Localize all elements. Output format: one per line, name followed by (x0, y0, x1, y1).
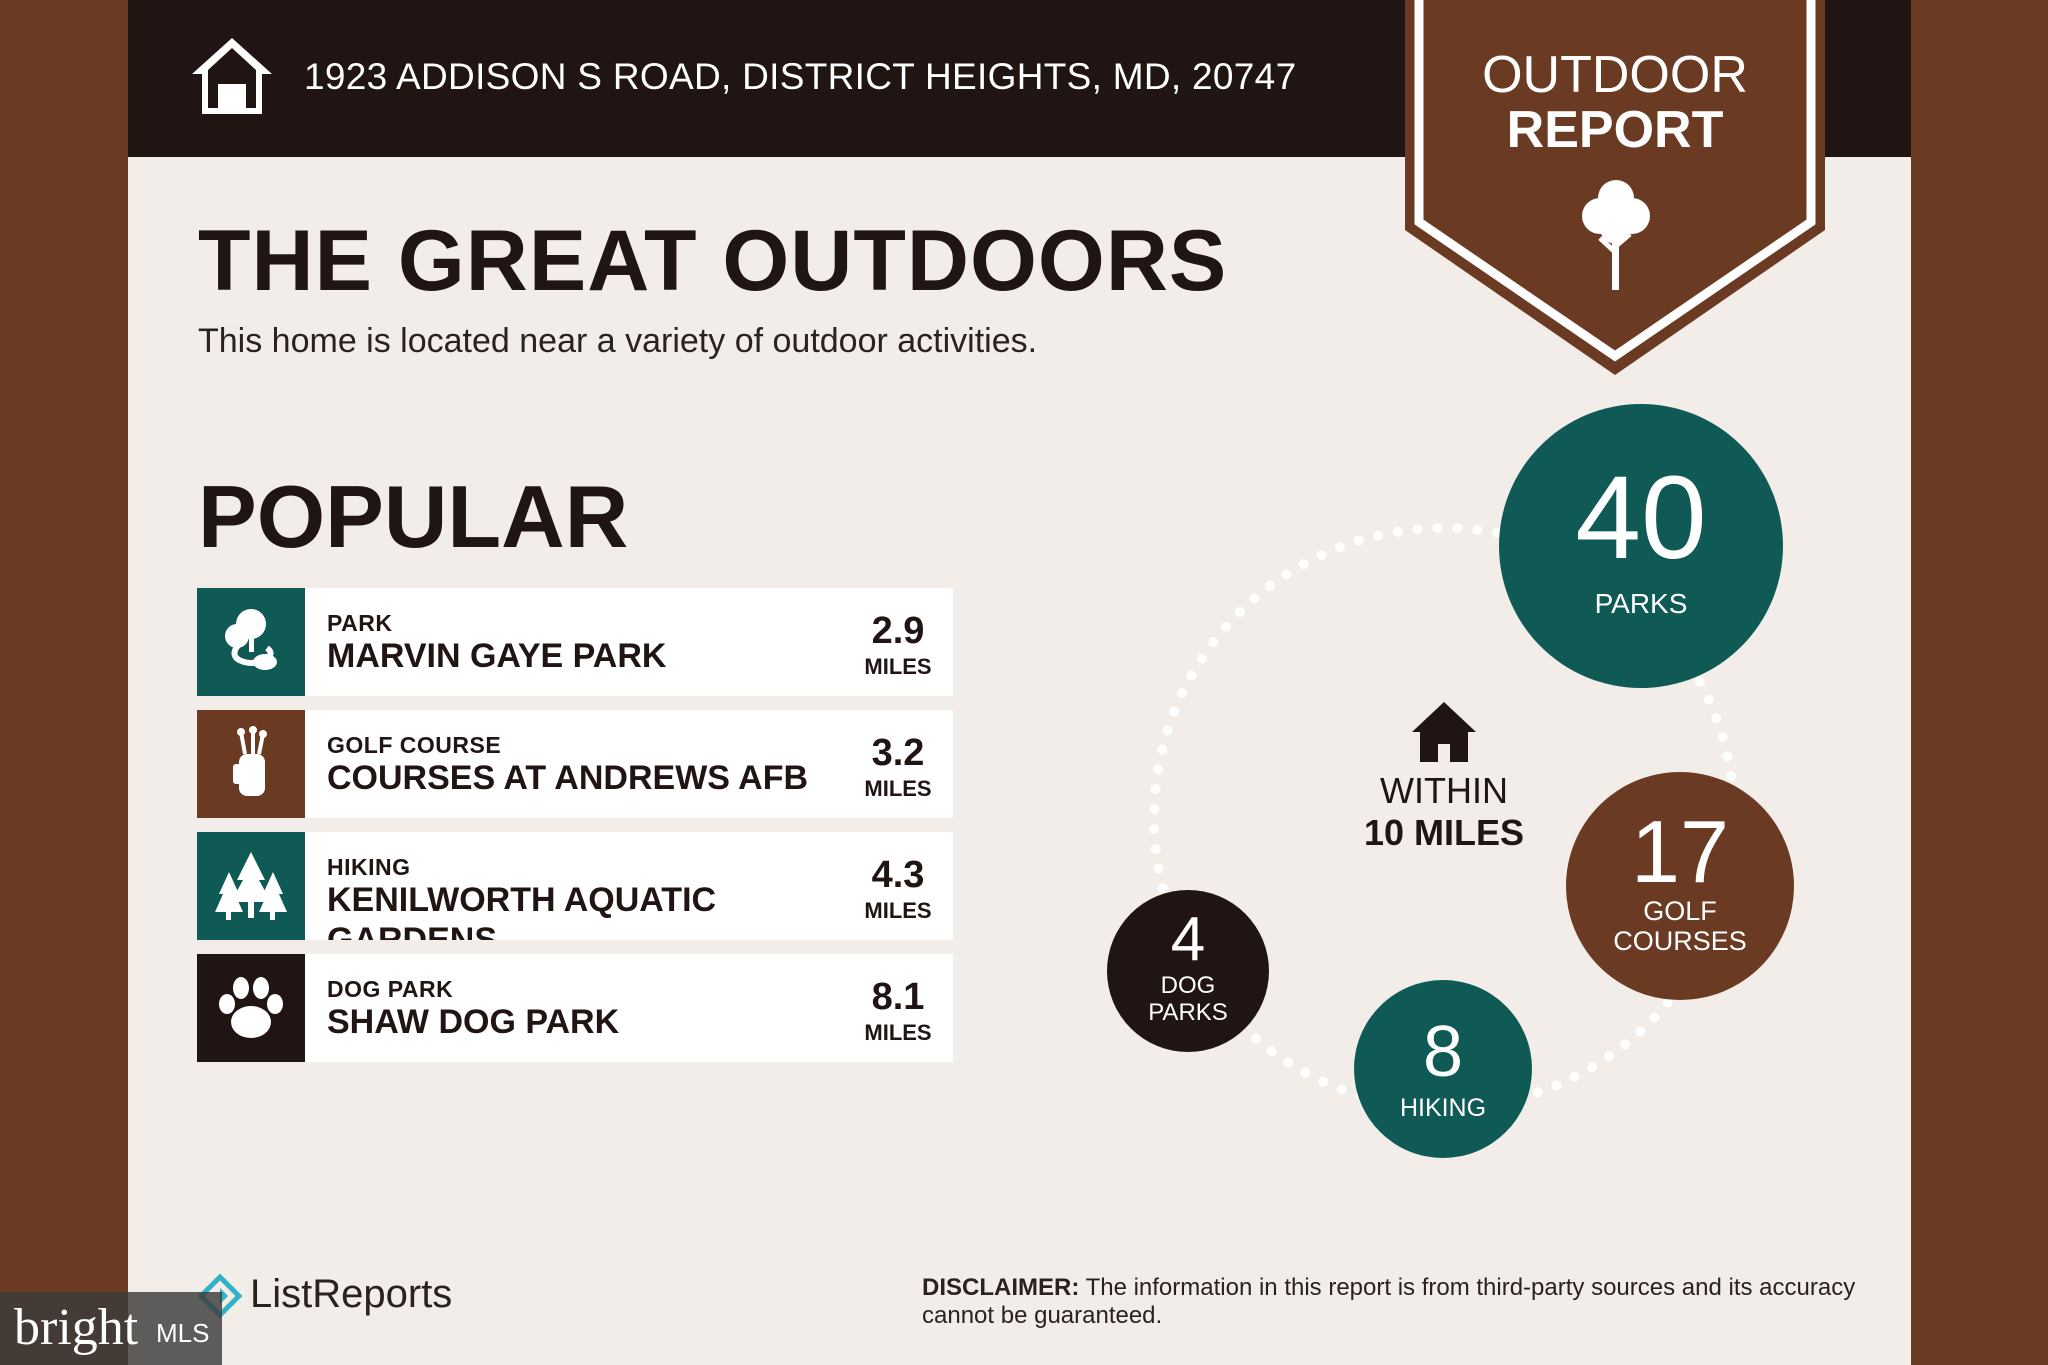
item-distance: 4.3 (871, 854, 925, 896)
parks-count: 40 (1575, 452, 1707, 584)
list-item: PARK MARVIN GAYE PARK 2.9 MILES (197, 588, 953, 696)
page-subtitle: This home is located near a variety of o… (198, 322, 1038, 360)
pine-trees-icon (215, 852, 287, 920)
park-icon-tile (197, 588, 305, 696)
outdoor-report-card: 1923 ADDISON S ROAD, DISTRICT HEIGHTS, M… (128, 0, 1911, 1365)
disclaimer-text: The information in this report is from t… (922, 1274, 1856, 1329)
disclaimer: DISCLAIMER: The information in this repo… (922, 1274, 1872, 1330)
parks-count-bubble: 40 PARKS (1499, 404, 1783, 688)
item-unit: MILES (864, 654, 932, 679)
item-name: SHAW DOG PARK (327, 1003, 620, 1041)
item-category: PARK (327, 610, 393, 636)
item-name: COURSES AT ANDREWS AFB (327, 759, 809, 797)
golf-count-bubble: 17 GOLF COURSES (1566, 772, 1794, 1000)
dog-parks-count-bubble: 4 DOG PARKS (1107, 890, 1269, 1052)
page-title: THE GREAT OUTDOORS (198, 213, 1228, 309)
hiking-count-bubble: 8 HIKING (1354, 980, 1532, 1158)
dog-park-icon-tile (197, 954, 305, 1062)
item-distance: 3.2 (871, 732, 925, 774)
golf-label-line-1: GOLF (1643, 896, 1717, 926)
watermark-brand: bright (14, 1299, 139, 1356)
hiking-count: 8 (1422, 1012, 1464, 1092)
hiking-icon-tile (197, 832, 305, 940)
golf-label-line-2: COURSES (1613, 926, 1747, 956)
park-icon (225, 609, 277, 670)
radius-line-1: WITHIN (1380, 770, 1508, 811)
item-category: DOG PARK (327, 976, 454, 1002)
banner-title: OUTDOOR REPORT (1405, 48, 1825, 158)
house-icon (1412, 702, 1476, 762)
list-item: GOLF COURSE COURSES AT ANDREWS AFB 3.2 M… (197, 710, 953, 818)
parks-label: PARKS (1594, 588, 1688, 619)
disclaimer-label: DISCLAIMER: (922, 1274, 1080, 1301)
golf-bag-icon (233, 726, 267, 796)
item-name: KENILWORTH AQUATIC GARDENS (327, 881, 717, 940)
list-item: DOG PARK SHAW DOG PARK 8.1 MILES (197, 954, 953, 1062)
list-item: HIKING KENILWORTH AQUATIC GARDENS 4.3 MI… (197, 832, 953, 940)
house-icon (192, 38, 272, 114)
tree-icon (1582, 180, 1650, 290)
radius-line-2: 10 MILES (1363, 812, 1525, 853)
item-unit: MILES (864, 1020, 932, 1045)
item-unit: MILES (864, 898, 932, 923)
radius-label: WITHIN 10 MILES (1314, 700, 1574, 854)
item-distance: 2.9 (871, 610, 925, 652)
bright-mls-watermark: bright MLS (0, 1292, 222, 1365)
dog-parks-count: 4 (1170, 905, 1206, 974)
banner-line-2: REPORT (1506, 101, 1724, 159)
popular-heading: POPULAR (198, 467, 629, 566)
paw-icon (219, 977, 283, 1038)
listreports-logo-text: ListReports (250, 1272, 453, 1316)
item-category: HIKING (327, 854, 411, 880)
property-address: 1923 ADDISON S ROAD, DISTRICT HEIGHTS, M… (304, 56, 1297, 97)
golf-icon-tile (197, 710, 305, 818)
golf-count: 17 (1631, 802, 1729, 901)
watermark-suffix: MLS (156, 1318, 210, 1348)
item-distance: 8.1 (871, 976, 925, 1018)
dog-parks-label-line-1: DOG (1160, 972, 1216, 999)
hiking-label: HIKING (1399, 1094, 1487, 1122)
dog-parks-label-line-2: PARKS (1148, 999, 1228, 1026)
item-unit: MILES (864, 776, 932, 801)
item-category: GOLF COURSE (327, 732, 502, 758)
banner-line-1: OUTDOOR (1482, 46, 1748, 104)
item-name: MARVIN GAYE PARK (327, 637, 667, 675)
